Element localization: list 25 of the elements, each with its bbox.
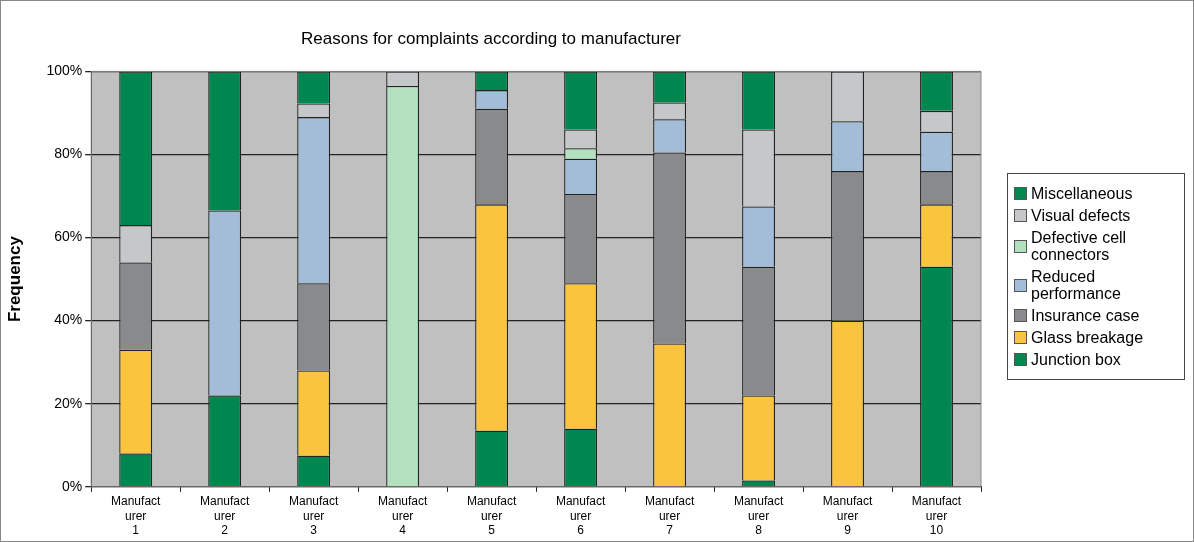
legend-label: Junction box [1031, 351, 1121, 368]
legend-label: Visual defects [1031, 207, 1131, 224]
y-tick-label: 20% [54, 394, 83, 411]
x-tick-label: Manufacturer 7 [644, 494, 695, 538]
x-tick-label: Manufacturer 2 [200, 494, 251, 538]
y-tick-label: 80% [54, 145, 83, 162]
y-tick-label: 0% [61, 477, 83, 494]
y-tick-label: 100% [46, 62, 83, 79]
y-tick-label: 60% [54, 228, 83, 245]
x-tick-label: Manufacturer 9 [822, 494, 873, 538]
x-tick-label: Manufacturer 4 [377, 494, 428, 538]
y-tick-label: 40% [54, 311, 83, 328]
x-tick-label: Manufacturer 1 [111, 494, 162, 538]
legend-label: Insurance case [1031, 307, 1140, 324]
legend-label: Miscellaneous [1031, 185, 1133, 202]
x-tick-label: Manufacturer 3 [288, 494, 339, 538]
legend-label: Defective cell connectors [1031, 229, 1128, 263]
x-tick-label: Manufacturer 10 [911, 494, 962, 538]
x-tick-label: Manufacturer 8 [733, 494, 784, 538]
chart-title: Reasons for complaints according to manufacturer [301, 28, 682, 48]
x-tick-label: Manufacturer 6 [555, 494, 606, 538]
y-axis-title: Frequency [4, 235, 24, 323]
legend-label: Glass breakage [1031, 329, 1144, 346]
legend-label: Reduced performance [1031, 268, 1122, 302]
x-tick-label: Manufacturer 5 [466, 494, 517, 538]
